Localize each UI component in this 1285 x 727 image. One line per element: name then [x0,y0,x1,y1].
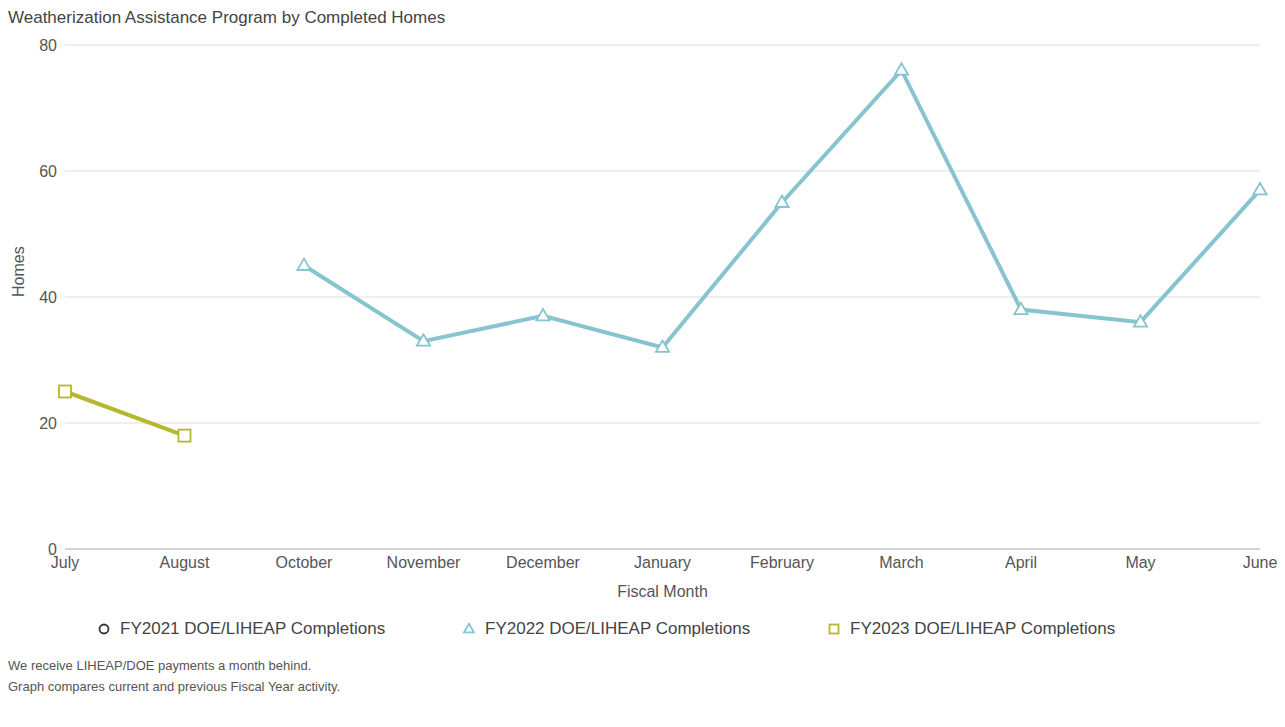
svg-text:April: April [1005,554,1037,571]
svg-text:May: May [1125,554,1155,571]
svg-text:80: 80 [39,37,57,54]
svg-text:20: 20 [39,415,57,432]
svg-text:July: July [50,554,80,572]
html-text:Graph compares current and pre: Graph compares current and previous Fisc… [8,679,341,694]
svg-text:June: June [1243,554,1277,571]
svg-text:Fiscal Month: Fiscal Month [617,583,708,599]
svg-text:March: March [879,554,923,571]
svg-text:January: January [634,554,691,571]
svg-text:0: 0 [48,541,57,558]
svg-text:60: 60 [39,163,57,180]
html-text:Weatherization Assistance Prog: Weatherization Assistance Program by Com… [8,8,446,27]
svg-text:November: November [387,554,461,571]
html-text:FY2023 DOE/LIHEAP Completions: FY2023 DOE/LIHEAP Completions [850,619,1116,638]
svg-text:February: February [750,554,814,571]
svg-text:40: 40 [39,289,57,306]
svg-text:October: October [276,554,334,571]
svg-text:August: August [160,554,210,571]
html-text:FY2021 DOE/LIHEAP Completions: FY2021 DOE/LIHEAP Completions [120,619,386,638]
svg-text:Homes: Homes [10,246,27,297]
svg-text:December: December [506,554,580,571]
html-text:FY2022 DOE/LIHEAP Completions: FY2022 DOE/LIHEAP Completions [485,619,751,638]
html-text:We receive LIHEAP/DOE payments: We receive LIHEAP/DOE payments a month b… [8,658,312,673]
